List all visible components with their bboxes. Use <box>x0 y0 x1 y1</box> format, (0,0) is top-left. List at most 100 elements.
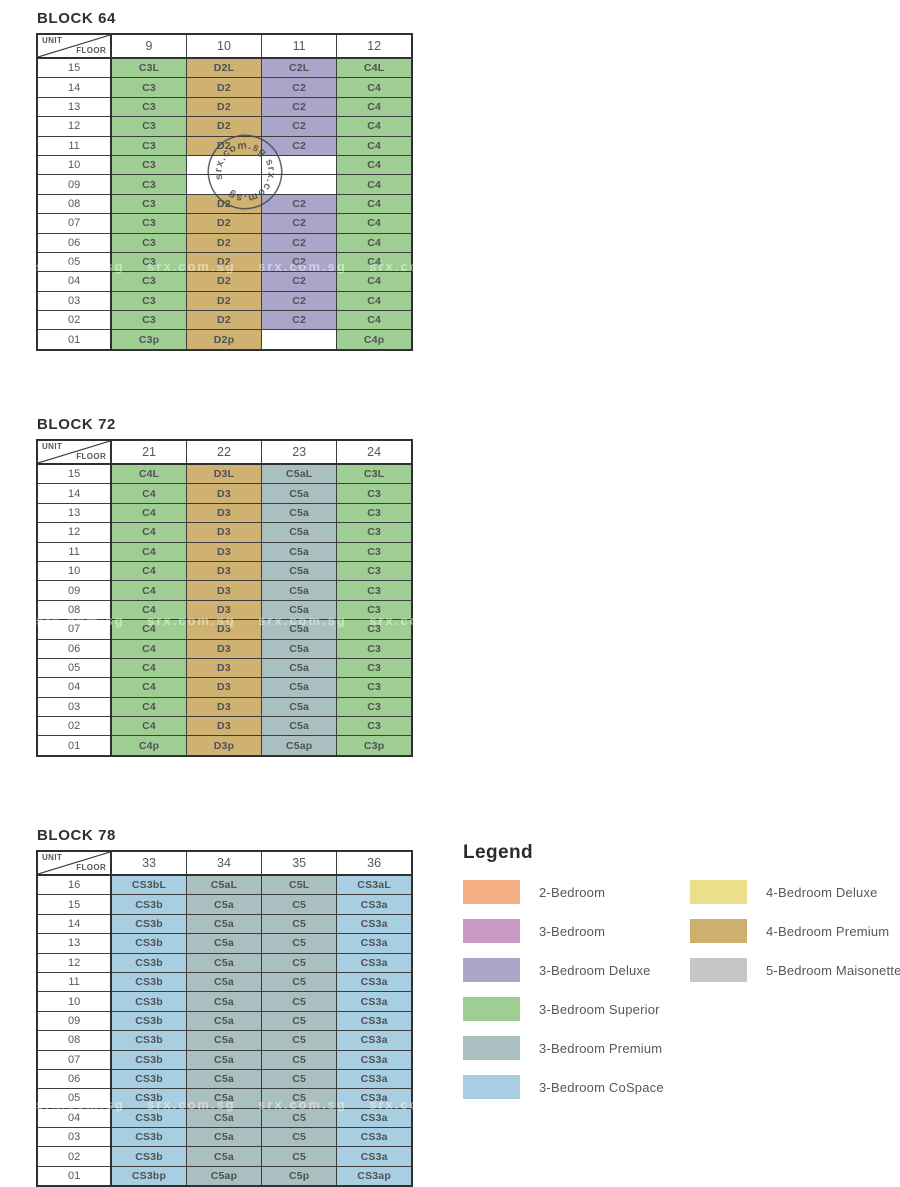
legend-item: 2-Bedroom <box>463 880 690 904</box>
legend-item: 5-Bedroom Maisonette <box>690 958 900 982</box>
unit-cell: CS3a <box>336 1107 413 1129</box>
unit-cell: C4 <box>110 502 187 524</box>
empty-unit-cell <box>261 329 338 351</box>
floor-row: 13 CS3b C5a C5 CS3a <box>36 933 413 954</box>
unit-cell: C3 <box>336 560 413 582</box>
unit-cell: C5a <box>185 971 263 993</box>
unit-cell: C5a <box>185 1030 263 1051</box>
floor-row: 08 C4 D3 C5a C3 <box>36 599 413 621</box>
unit-cell: C3 <box>110 154 187 176</box>
floor-row: 09 CS3b C5a C5 CS3a <box>36 1010 413 1032</box>
unit-cell: C4 <box>110 619 187 640</box>
header-row: UNIT FLOOR 9 10 11 12 <box>36 33 413 59</box>
floor-label: 14 <box>36 483 113 504</box>
floor-label: 11 <box>36 541 113 562</box>
corner-floor-label: FLOOR <box>76 863 107 872</box>
unit-cell: C5ap <box>185 1165 263 1187</box>
unit-cell: C5 <box>261 1127 338 1148</box>
unit-cell: C4 <box>336 271 413 292</box>
unit-cell: C2 <box>261 251 338 273</box>
unit-cell: C5a <box>261 696 338 718</box>
unit-cell: C5a <box>261 483 338 504</box>
unit-cell: C5 <box>261 1010 338 1032</box>
unit-cell: D2 <box>185 251 263 273</box>
floor-row: 14 C3 D2 C2 C4 <box>36 77 413 98</box>
floor-row: 14 CS3b C5a C5 CS3a <box>36 913 413 935</box>
legend-item: 3-Bedroom Superior <box>463 997 690 1021</box>
unit-cell: CS3bL <box>110 874 187 896</box>
unit-cell: C4 <box>110 483 187 504</box>
unit-cell: C5 <box>261 1088 338 1109</box>
floor-row: 07 CS3b C5a C5 CS3a <box>36 1049 413 1070</box>
legend-item: 3-Bedroom CoSpace <box>463 1075 690 1099</box>
unit-cell: C5a <box>185 1010 263 1032</box>
unit-cell: C5 <box>261 1068 338 1090</box>
unit-cell: C4 <box>336 135 413 156</box>
header-row: UNIT FLOOR 21 22 23 24 <box>36 439 413 465</box>
floor-label: 15 <box>36 463 113 485</box>
unit-cell: CS3a <box>336 971 413 993</box>
unit-cell: C4 <box>110 560 187 582</box>
floor-label: 08 <box>36 193 113 215</box>
legend-item: 3-Bedroom Deluxe <box>463 958 690 982</box>
legend-swatch <box>463 919 520 943</box>
floor-row: 02 C4 D3 C5a C3 <box>36 716 413 737</box>
unit-cell: C5a <box>185 1146 263 1167</box>
unit-cell: C5a <box>261 638 338 659</box>
unit-cell: C5 <box>261 1146 338 1167</box>
unit-cell: C3 <box>336 599 413 621</box>
floor-row: 13 C3 D2 C2 C4 <box>36 96 413 118</box>
unit-cell: C4 <box>336 251 413 273</box>
legend-label: 4-Bedroom Premium <box>766 923 890 939</box>
unit-cell: CS3b <box>110 1068 187 1090</box>
unit-cell: C5 <box>261 952 338 973</box>
unit-cell: C4 <box>336 174 413 195</box>
unit-cell: C5a <box>261 522 338 543</box>
legend-column-right: 4-Bedroom Deluxe 4-Bedroom Premium 5-Bedro… <box>690 880 900 1114</box>
unit-cell: C4 <box>110 580 187 601</box>
floor-label: 03 <box>36 696 113 718</box>
unit-cell: D3L <box>185 463 263 485</box>
floor-label: 05 <box>36 251 113 273</box>
unit-cell: C2 <box>261 213 338 234</box>
unit-cell: C4 <box>336 290 413 312</box>
floor-label: 06 <box>36 232 113 253</box>
corner-floor-label: FLOOR <box>76 452 107 461</box>
unit-cell: C5aL <box>261 463 338 485</box>
unit-cell: D2 <box>185 310 263 331</box>
floor-row: 03 C4 D3 C5a C3 <box>36 696 413 718</box>
unit-cell: C2 <box>261 116 338 137</box>
floor-row: 12 C4 D3 C5a C3 <box>36 522 413 543</box>
unit-cell: C3 <box>336 483 413 504</box>
unit-cell: C4 <box>336 310 413 331</box>
unit-cell: C3 <box>336 716 413 737</box>
floor-row: 10 C4 D3 C5a C3 <box>36 560 413 582</box>
unit-cell: CS3b <box>110 1146 187 1167</box>
unit-cell: C3L <box>110 57 187 79</box>
unit-cell: C4p <box>110 735 187 757</box>
floor-row: 09 C3 C4 <box>36 174 413 195</box>
unit-cell: CS3b <box>110 1127 187 1148</box>
unit-cell: C4 <box>336 213 413 234</box>
unit-number-header: 11 <box>261 33 338 59</box>
unit-cell: C4 <box>336 154 413 176</box>
unit-cell: C4 <box>110 638 187 659</box>
unit-cell: C2L <box>261 57 338 79</box>
unit-number-header: 10 <box>185 33 263 59</box>
unit-cell: CS3b <box>110 933 187 954</box>
unit-cell: C5a <box>185 991 263 1012</box>
diagonal-divider <box>39 852 110 873</box>
unit-cell: C3 <box>336 619 413 640</box>
legend-label: 3-Bedroom Premium <box>539 1040 663 1056</box>
unit-cell: D3 <box>185 677 263 698</box>
legend-item: 4-Bedroom Deluxe <box>690 880 900 904</box>
floor-row: 08 C3 D2 C2 C4 <box>36 193 413 215</box>
floor-label: 10 <box>36 154 113 176</box>
block-title: BLOCK 72 <box>37 416 116 433</box>
floor-row: 11 CS3b C5a C5 CS3a <box>36 971 413 993</box>
unit-cell: CS3b <box>110 913 187 935</box>
unit-cell: C3 <box>110 116 187 137</box>
legend-item: 3-Bedroom Premium <box>463 1036 690 1060</box>
legend-label: 3-Bedroom CoSpace <box>539 1079 664 1095</box>
floor-row: 06 CS3b C5a C5 CS3a <box>36 1068 413 1090</box>
